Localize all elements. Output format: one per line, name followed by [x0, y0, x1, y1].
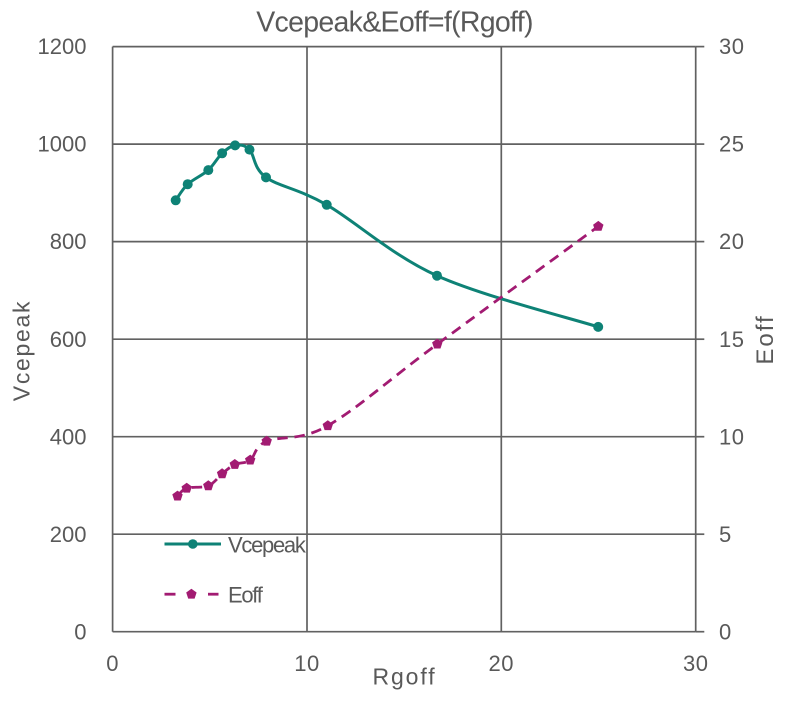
svg-text:20: 20: [719, 229, 744, 254]
svg-text:10: 10: [294, 651, 319, 676]
svg-text:5: 5: [719, 522, 732, 547]
svg-text:10: 10: [719, 424, 744, 449]
svg-text:Vcepeak: Vcepeak: [9, 300, 35, 401]
svg-text:30: 30: [683, 651, 708, 676]
svg-text:25: 25: [719, 132, 744, 157]
svg-text:600: 600: [50, 327, 87, 352]
svg-text:200: 200: [50, 522, 87, 547]
svg-text:Eoff: Eoff: [228, 582, 264, 607]
svg-text:0: 0: [74, 619, 86, 644]
svg-text:20: 20: [489, 651, 514, 676]
svg-text:800: 800: [50, 229, 87, 254]
svg-text:0: 0: [719, 619, 732, 644]
svg-text:Eoff: Eoff: [752, 314, 779, 364]
svg-text:Vcepeak: Vcepeak: [228, 532, 307, 557]
svg-text:Vcepeak&Eoff=f(Rgoff): Vcepeak&Eoff=f(Rgoff): [256, 6, 533, 38]
svg-text:Rgoff: Rgoff: [372, 663, 436, 689]
svg-text:30: 30: [719, 34, 744, 59]
svg-text:400: 400: [50, 424, 87, 449]
svg-text:0: 0: [106, 651, 119, 676]
svg-text:1200: 1200: [38, 34, 87, 59]
svg-text:1000: 1000: [38, 132, 87, 157]
svg-text:15: 15: [719, 327, 744, 352]
